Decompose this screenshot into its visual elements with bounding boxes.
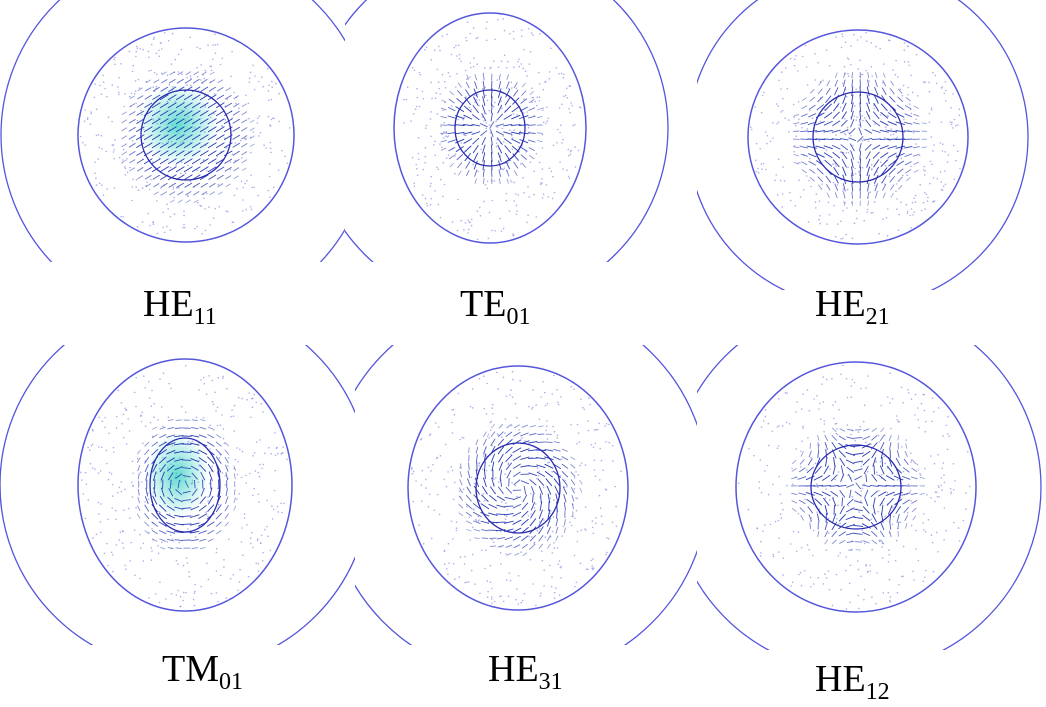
outer-boundary-circle <box>328 298 708 678</box>
core-ellipse <box>476 443 560 533</box>
label-he21: HE21 <box>815 285 890 323</box>
mode-panel-he31 <box>328 298 708 678</box>
field-arrows <box>459 425 582 556</box>
label-he12: HE12 <box>815 660 890 698</box>
field-dots <box>411 371 622 606</box>
mode-panel-he11 <box>1 0 371 320</box>
core-ellipse <box>811 445 901 529</box>
cladding-ellipse <box>736 362 976 612</box>
field-dots <box>403 18 581 240</box>
outer-boundary-circle <box>688 0 1028 307</box>
mode-panel-he12 <box>671 302 1041 672</box>
cladding-ellipse <box>408 366 628 610</box>
field-dots <box>738 365 971 610</box>
core-ellipse <box>813 92 903 182</box>
label-tm01: TM01 <box>162 650 243 688</box>
mode-panel-he21 <box>688 0 1028 307</box>
label-te01: TE01 <box>460 285 530 323</box>
cladding-ellipse <box>748 30 968 244</box>
outer-boundary-circle <box>312 0 668 306</box>
label-he11: HE11 <box>143 285 217 323</box>
mode-panel-te01 <box>312 0 668 306</box>
label-he31: HE31 <box>488 650 563 688</box>
mode-panel-tm01 <box>0 300 370 670</box>
outer-boundary-circle <box>671 302 1041 672</box>
field-dots <box>750 32 961 240</box>
